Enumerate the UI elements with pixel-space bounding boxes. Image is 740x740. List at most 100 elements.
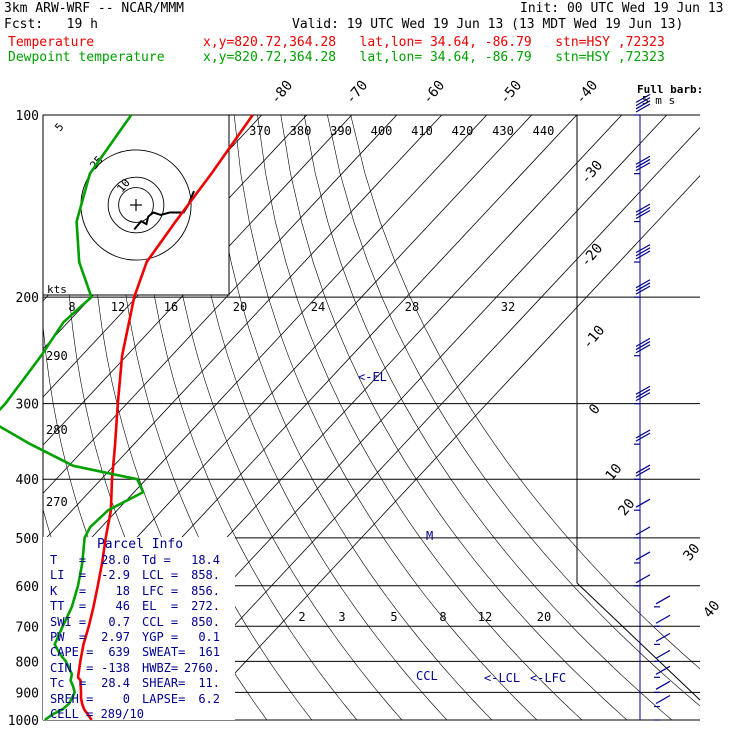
- dry-adiabat: [303, 115, 673, 720]
- pressure-label: 600: [16, 580, 39, 595]
- parcel-value: 639: [108, 645, 130, 660]
- mixing-ratio-label: 20: [537, 610, 551, 624]
- wind-barb: [635, 100, 651, 110]
- parcel-value: 0.7: [108, 614, 130, 629]
- speed-label: 8: [68, 300, 75, 314]
- theta-label: 440: [533, 124, 555, 138]
- isotherm-label: -40: [573, 78, 602, 108]
- wind-barb: [635, 279, 651, 289]
- pressure-label: 1000: [8, 714, 39, 729]
- wind-barb: [635, 282, 651, 292]
- wind-barb: [635, 247, 651, 257]
- isotherm-line: [190, 175, 700, 720]
- parcel-row: CIN = -138 HWBZ= 2760.: [46, 661, 234, 676]
- isotherm-label: -70: [343, 78, 372, 108]
- parcel-value: 0: [122, 691, 130, 706]
- parcel-value: 858.: [191, 568, 220, 583]
- parcel-value: 18.4: [191, 553, 220, 567]
- parcel-row: CAPE = 639 SWEAT= 161: [46, 645, 234, 660]
- pressure-label: 900: [16, 686, 39, 701]
- parcel-value: 2760.: [183, 660, 220, 675]
- speed-label: 16: [164, 300, 178, 314]
- wind-barb: [635, 158, 651, 168]
- parcel-value: 6.2: [198, 691, 220, 706]
- parcel-key: HWBZ=: [142, 660, 179, 675]
- hodograph-kts-label: kts: [47, 283, 67, 296]
- legend-dewpoint-name: Dewpoint temperature: [8, 50, 165, 65]
- wind-barb: [655, 695, 671, 705]
- parcel-key: PW =: [50, 629, 87, 644]
- parcel-row: LI = -2.9 LCL = 858.: [46, 568, 234, 583]
- parcel-key: SHEAR=: [142, 676, 186, 691]
- mixing-ratio-label: 8: [439, 610, 446, 624]
- parcel-key: SWEAT=: [142, 645, 186, 660]
- isotherm-label: -50: [497, 78, 526, 108]
- init-time: Init: 00 UTC Wed 19 Jun 13: [520, 1, 724, 16]
- parcel-value: 28.0: [101, 553, 130, 567]
- hodograph-ring: [118, 187, 154, 223]
- theta-label: 420: [452, 124, 474, 138]
- parcel-key: LI =: [50, 568, 87, 583]
- pressure-label: 300: [16, 398, 39, 413]
- parcel-key: T =: [50, 553, 87, 567]
- parcel-row: TT = 46 EL = 272.: [46, 599, 234, 614]
- dry-adiabat: [210, 115, 493, 720]
- theta-label: 410: [411, 124, 433, 138]
- dry-adiabat: [0, 115, 48, 733]
- wind-barb: [635, 210, 651, 220]
- theta-left-label: 270: [46, 495, 68, 509]
- wind-barb: [635, 93, 651, 103]
- level-marker: CCL: [416, 669, 438, 683]
- dry-adiabat: [164, 115, 403, 720]
- model-title: 3km ARW-WRF -- NCAR/MMM: [4, 1, 185, 16]
- theta-label: 400: [371, 124, 393, 138]
- mixing-ratio-label: 3: [338, 610, 345, 624]
- parcel-key: LCL =: [142, 568, 179, 583]
- dry-adiabat: [233, 115, 538, 720]
- parcel-value: 11.: [198, 676, 220, 691]
- wind-barb: [635, 337, 651, 347]
- speed-label: 20: [233, 300, 247, 314]
- wind-barb: [635, 244, 651, 254]
- wind-barb: [635, 429, 651, 439]
- wind-barb: [655, 680, 671, 690]
- level-marker: <-LCL: [484, 671, 520, 685]
- pressure-label: 700: [16, 620, 39, 635]
- temperature-curve: [76, 114, 254, 721]
- wind-barb: [635, 432, 651, 442]
- theta-label: 370: [249, 124, 271, 138]
- parcel-value: -2.9: [101, 568, 130, 583]
- parcel-value: 856.: [191, 583, 220, 598]
- level-marker: <-EL: [358, 370, 387, 384]
- parcel-value: 46: [115, 599, 130, 614]
- parcel-value: 161: [198, 645, 220, 660]
- parcel-key: YGP =: [142, 629, 179, 644]
- dry-adiabat: [257, 115, 583, 720]
- parcel-key: SWI =: [50, 614, 87, 629]
- legend-temperature-name: Temperature: [8, 35, 95, 50]
- parcel-info-panel: Parcel Info T = 28.0 Td = 18.4 LI = -2.9 LCL =…: [46, 537, 234, 722]
- dry-adiabat: [140, 115, 358, 720]
- dewpoint-curve: [0, 114, 145, 722]
- wind-barb: [635, 498, 651, 508]
- parcel-value: 0.1: [198, 629, 220, 644]
- level-marker: <-LFC: [530, 671, 566, 685]
- pressure-label: 800: [16, 655, 39, 670]
- parcel-key: CIN =: [50, 660, 94, 675]
- speed-label: 32: [501, 300, 515, 314]
- parcel-row: SWI = 0.7 CCL = 850.: [46, 615, 234, 630]
- theta-left-label: 280: [46, 423, 68, 437]
- wind-barb: [635, 344, 651, 354]
- parcel-key: Tc =: [50, 676, 87, 691]
- legend-temperature-info: x,y=820.72,364.28 lat,lon= 34.64, -86.79…: [203, 35, 665, 50]
- isotherm-label: -10: [580, 323, 609, 353]
- parcel-row: K = 18 LFC = 856.: [46, 584, 234, 599]
- isotherm-line: [43, 115, 353, 446]
- wind-barb: [635, 464, 651, 474]
- parcel-key: CELL = 289/10: [50, 706, 144, 721]
- legend-dewpoint-info: x,y=820.72,364.28 lat,lon= 34.64, -86.79…: [203, 50, 665, 65]
- mixing-ratio-label: 12: [478, 610, 492, 624]
- parcel-key: K =: [50, 583, 87, 598]
- wind-barb: [635, 206, 651, 216]
- parcel-row: SREH = 0 LAPSE= 6.2: [46, 692, 234, 707]
